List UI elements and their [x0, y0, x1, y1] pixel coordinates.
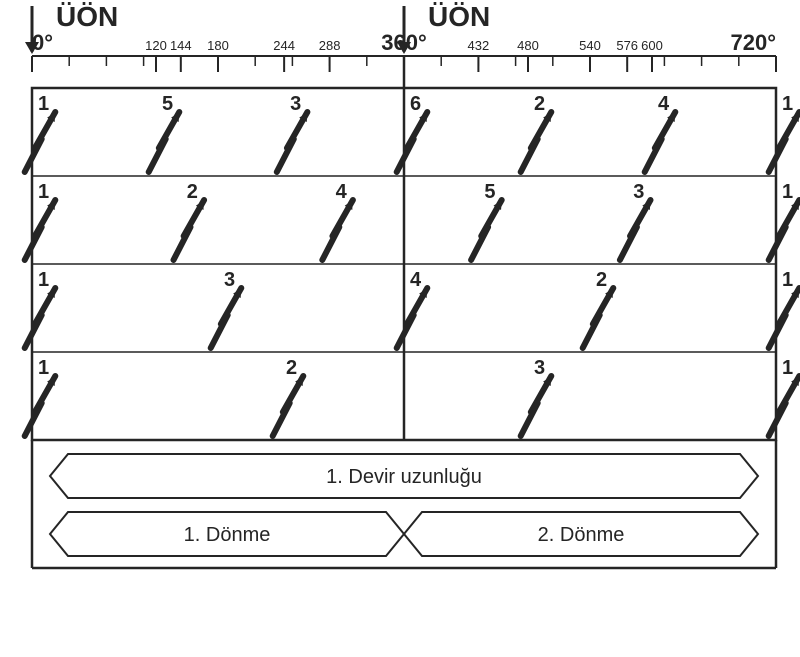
- cell-number: 6: [410, 93, 421, 115]
- cell-number: 1: [782, 93, 793, 115]
- axis-label: 576: [616, 38, 638, 53]
- cell-number: 1: [38, 357, 49, 379]
- axis-label: 144: [170, 38, 192, 53]
- cell-number: 1: [782, 181, 793, 203]
- cell-number: 2: [596, 269, 607, 291]
- cell-number: 1: [38, 181, 49, 203]
- axis-label: 600: [641, 38, 663, 53]
- cell-number: 1: [782, 357, 793, 379]
- cell-number: 1: [782, 269, 793, 291]
- cell-number: 4: [336, 181, 348, 203]
- canvas: [0, 0, 800, 652]
- cell-number: 4: [410, 269, 422, 291]
- cell-number: 2: [187, 181, 198, 203]
- cell-number: 5: [162, 93, 173, 115]
- axis-label: 244: [273, 38, 295, 53]
- banner-cycle-label: 1. Devir uzunluğu: [326, 466, 482, 488]
- cell-number: 2: [286, 357, 297, 379]
- axis-label: 120: [145, 38, 167, 53]
- axis-label: 540: [579, 38, 601, 53]
- axis-label: 180: [207, 38, 229, 53]
- uon-left: ÜÖN: [56, 1, 118, 32]
- axis-label: 288: [319, 38, 341, 53]
- cell-number: 4: [658, 93, 670, 115]
- cell-number: 3: [224, 269, 235, 291]
- cell-number: 3: [534, 357, 545, 379]
- axis-label: 480: [517, 38, 539, 53]
- cell-number: 5: [484, 181, 495, 203]
- cell-number: 2: [534, 93, 545, 115]
- cell-number: 1: [38, 93, 49, 115]
- uon-right: ÜÖN: [428, 1, 490, 32]
- cell-number: 3: [290, 93, 301, 115]
- axis-label: 432: [468, 38, 490, 53]
- axis-label: 720°: [730, 30, 776, 55]
- banner-turn2-label: 2. Dönme: [538, 524, 625, 546]
- banner-turn1-label: 1. Dönme: [184, 524, 271, 546]
- cell-number: 1: [38, 269, 49, 291]
- cell-number: 3: [633, 181, 644, 203]
